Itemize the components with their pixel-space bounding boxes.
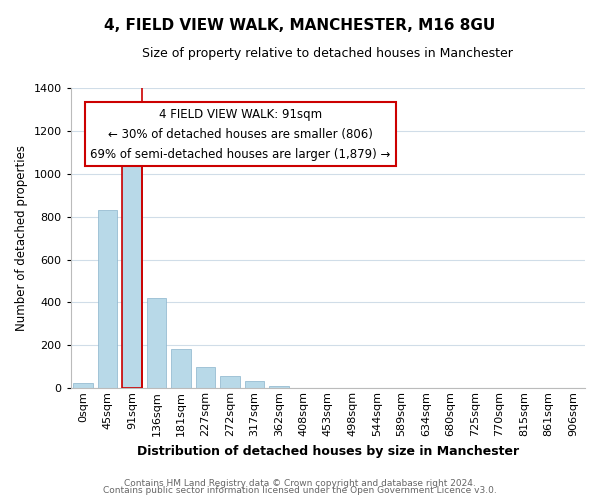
Bar: [146, 298, 166, 388]
Bar: [171, 348, 191, 389]
Text: Contains HM Land Registry data © Crown copyright and database right 2024.: Contains HM Land Registry data © Crown c…: [124, 478, 476, 488]
Bar: [122, 158, 142, 388]
Bar: [269, 386, 289, 388]
X-axis label: Distribution of detached houses by size in Manchester: Distribution of detached houses by size …: [137, 444, 519, 458]
Bar: [245, 381, 264, 388]
Bar: [220, 376, 239, 388]
Bar: [196, 367, 215, 388]
Bar: [73, 383, 93, 388]
Y-axis label: Number of detached properties: Number of detached properties: [15, 145, 28, 331]
Text: 4 FIELD VIEW WALK: 91sqm
← 30% of detached houses are smaller (806)
69% of semi-: 4 FIELD VIEW WALK: 91sqm ← 30% of detach…: [90, 108, 391, 160]
Text: 4, FIELD VIEW WALK, MANCHESTER, M16 8GU: 4, FIELD VIEW WALK, MANCHESTER, M16 8GU: [104, 18, 496, 32]
Bar: [98, 210, 117, 388]
Title: Size of property relative to detached houses in Manchester: Size of property relative to detached ho…: [142, 48, 513, 60]
Text: Contains public sector information licensed under the Open Government Licence v3: Contains public sector information licen…: [103, 486, 497, 495]
Bar: [122, 158, 142, 388]
